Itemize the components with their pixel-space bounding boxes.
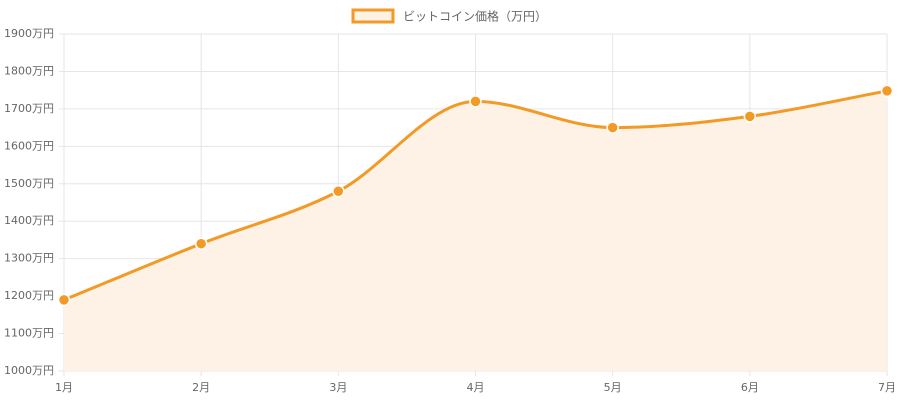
x-tick-label: 6月 — [741, 381, 759, 394]
y-tick-label: 1900万円 — [4, 27, 54, 40]
y-axis-tick-labels: 1000万円 1100万円 1200万円 1300万円 1400万円 1500万円 1600… — [4, 27, 54, 377]
data-points — [57, 84, 894, 307]
y-tick-label: 1400万円 — [4, 214, 54, 227]
data-point-7月[interactable] — [880, 84, 894, 98]
x-tick-label: 4月 — [467, 381, 485, 394]
series-area — [64, 90, 887, 371]
x-axis-tick-labels: 1月 2月 3月 4月 5月 6月 7月 — [55, 381, 896, 394]
y-tick-label: 1200万円 — [4, 289, 54, 302]
y-tick-label: 1500万円 — [4, 177, 54, 190]
data-point-5月[interactable] — [606, 121, 619, 134]
y-tick-label: 1100万円 — [4, 327, 54, 340]
area-fill-layer — [64, 90, 887, 371]
x-tick-label: 5月 — [604, 381, 622, 394]
data-point-1月[interactable] — [57, 293, 71, 307]
x-tick-label: 7月 — [878, 381, 896, 394]
data-point-3月[interactable] — [332, 185, 345, 198]
x-tick-label: 1月 — [55, 381, 73, 394]
legend[interactable]: ビットコイン価格（万円） — [351, 8, 547, 24]
data-point-6月[interactable] — [743, 110, 757, 123]
y-tick-label: 1600万円 — [4, 139, 54, 152]
x-tick-label: 3月 — [329, 381, 347, 394]
data-point-4月[interactable] — [469, 95, 482, 108]
legend-swatch[interactable] — [351, 8, 395, 24]
x-tick-label: 2月 — [192, 381, 210, 394]
y-tick-label: 1000万円 — [4, 364, 54, 377]
y-tick-label: 1700万円 — [4, 102, 54, 115]
y-tick-label: 1800万円 — [4, 64, 54, 77]
legend-label[interactable]: ビットコイン価格（万円） — [403, 9, 547, 24]
data-point-2月[interactable] — [194, 237, 208, 250]
y-tick-label: 1300万円 — [4, 252, 54, 265]
